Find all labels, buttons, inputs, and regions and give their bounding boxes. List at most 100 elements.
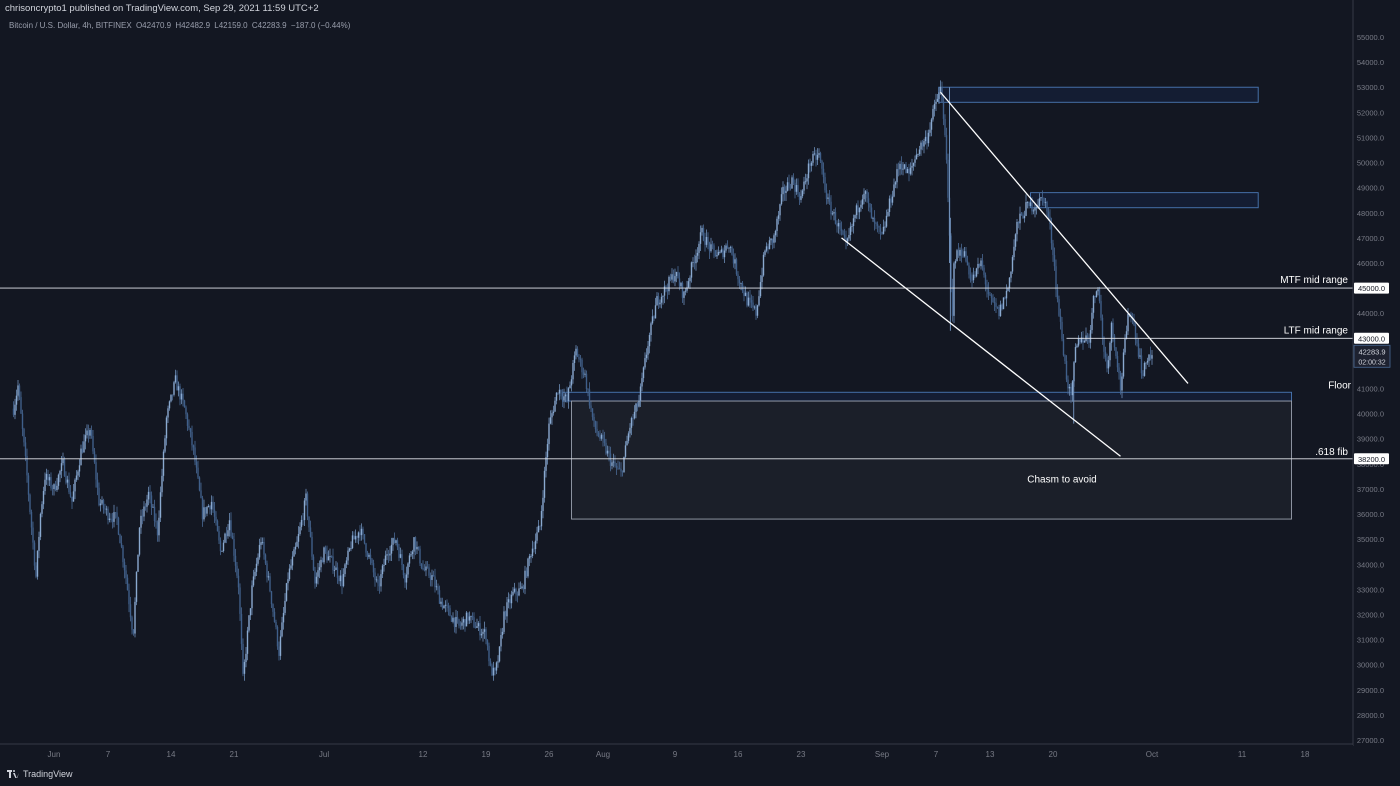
candle-body	[326, 551, 328, 561]
candle-body	[339, 575, 342, 582]
candle-body	[674, 276, 676, 282]
candle-body	[1067, 379, 1069, 389]
candle-body	[449, 608, 451, 617]
candle-body	[602, 434, 604, 439]
candle-body	[611, 462, 613, 466]
candle-body	[495, 662, 498, 671]
candle-body	[800, 196, 802, 200]
tradingview-brand[interactable]: TradingView	[7, 769, 73, 779]
candle-body	[105, 508, 108, 510]
candle-body	[972, 274, 975, 281]
candle-body	[42, 491, 45, 505]
candle-body	[686, 287, 688, 291]
candle-body	[201, 497, 204, 520]
candle-body	[311, 536, 313, 557]
candle-body	[470, 615, 472, 617]
candle-body	[908, 168, 910, 174]
candle-body	[15, 395, 18, 405]
candle-body	[621, 471, 624, 473]
candle-body	[609, 453, 612, 466]
time-axis[interactable]	[0, 745, 1353, 765]
time-tick-label: Oct	[1146, 750, 1159, 759]
candle-body	[77, 471, 79, 476]
candle-body	[614, 461, 616, 467]
candle-body	[746, 292, 748, 306]
candle-body	[345, 560, 348, 565]
candle-body	[803, 181, 805, 191]
time-tick-label: Jun	[48, 750, 61, 759]
candle-body	[593, 416, 595, 422]
candle-body	[951, 286, 954, 316]
candle-body	[351, 535, 354, 549]
candle-body	[231, 536, 234, 540]
candle-body	[747, 297, 750, 306]
candle-body	[29, 494, 31, 512]
candle-body	[261, 542, 264, 543]
candle-body	[902, 168, 904, 170]
candle-body	[144, 506, 147, 508]
candle-body	[935, 101, 937, 104]
candle-body	[90, 429, 93, 436]
candle-body	[969, 274, 972, 280]
candle-body	[344, 564, 346, 575]
candle-body	[1010, 271, 1012, 278]
chasm-annotation: Chasm to avoid	[1027, 475, 1096, 486]
candle-body	[858, 207, 861, 213]
candle-body	[953, 263, 955, 316]
candle-body	[473, 617, 475, 628]
time-tick-label: 20	[1049, 750, 1058, 759]
candle-body	[192, 445, 195, 448]
candle-body	[881, 231, 883, 234]
candle-body	[296, 541, 298, 547]
candle-body	[107, 508, 109, 520]
candle-body	[161, 475, 163, 493]
candle-body	[75, 475, 78, 480]
candle-body	[698, 243, 700, 253]
candle-body	[509, 599, 511, 604]
candle-body	[242, 643, 244, 674]
candle-body	[1086, 335, 1089, 339]
candle-body	[774, 231, 777, 236]
candle-body	[807, 163, 810, 179]
candle-body	[651, 316, 654, 324]
candle-body	[395, 540, 397, 543]
candle-body	[488, 645, 490, 662]
candle-body	[947, 159, 949, 198]
candle-body	[269, 576, 271, 592]
price-axis[interactable]	[1353, 0, 1400, 786]
candle-body	[894, 182, 897, 185]
level-price-tag	[1354, 282, 1389, 294]
candle-body	[699, 232, 702, 244]
candle-body	[1148, 354, 1150, 361]
candle-body	[743, 290, 745, 296]
candle-body	[36, 550, 39, 577]
candle-body	[432, 575, 435, 577]
candle-body	[546, 444, 549, 458]
candle-body	[713, 245, 715, 251]
time-tick-label: 19	[482, 750, 491, 759]
candle-body	[749, 297, 751, 301]
time-tick-label: 16	[734, 750, 743, 759]
candle-body	[1020, 213, 1023, 215]
candle-body	[848, 235, 850, 239]
candle-body	[1068, 386, 1071, 389]
candle-body	[723, 250, 726, 258]
candle-body	[597, 432, 600, 437]
candle-body	[50, 477, 52, 488]
candle-body	[596, 429, 598, 433]
candle-body	[962, 255, 964, 257]
current-price-tag	[1353, 344, 1391, 368]
candle-body	[734, 259, 736, 264]
candle-body	[629, 427, 631, 434]
candle-body	[299, 526, 301, 535]
candle-body	[584, 373, 586, 375]
candle-body	[420, 563, 423, 568]
candle-body	[513, 588, 516, 592]
candle-body	[588, 389, 591, 406]
candle-body	[456, 616, 459, 620]
price-tick-label: 39000.0	[1357, 435, 1384, 444]
candle-body	[827, 197, 829, 199]
candle-body	[257, 557, 259, 564]
candle-body	[866, 191, 868, 199]
